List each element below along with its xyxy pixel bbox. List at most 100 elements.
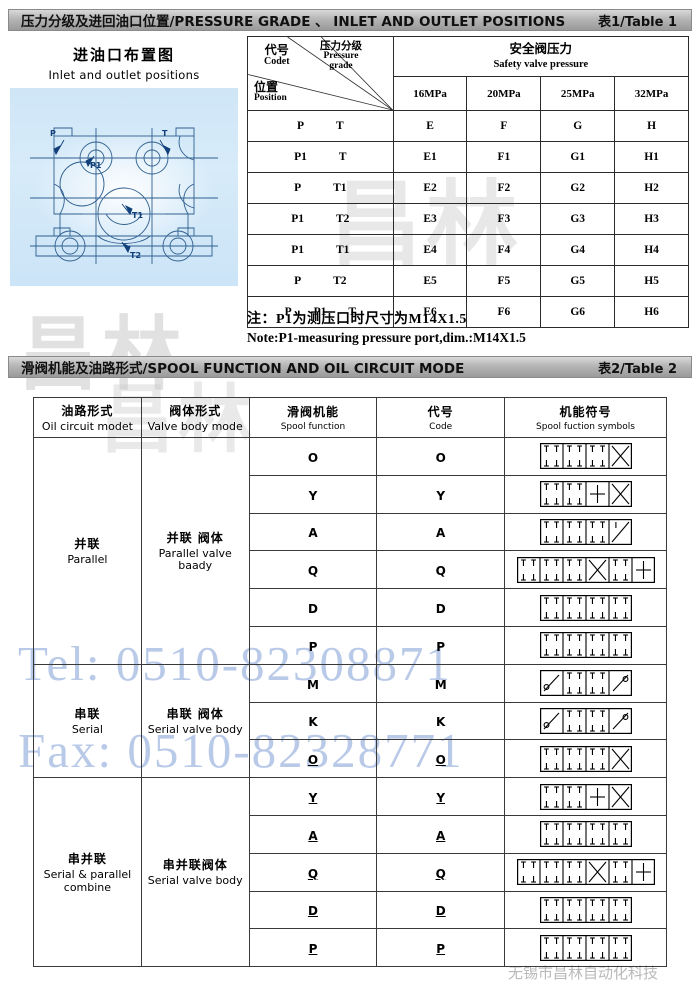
spool-symbol-wrapper (505, 896, 666, 923)
col-header-en: Spool fuction symbols (536, 422, 635, 432)
spool-function-letter: A (308, 828, 318, 843)
spool-code-cell: Q (376, 550, 506, 590)
table1-corner-header: 代号 Codet 压力分级 Pressure grade 位置 Position (247, 36, 394, 111)
table1-col-25mpa: 25MPa (540, 76, 616, 111)
spool-function-cell: P (248, 625, 378, 665)
spool-function-letter: K (308, 715, 318, 730)
spool-symbol-cell (504, 701, 667, 741)
table2-col-header-3: 滑阀机能 Spool function (248, 397, 378, 438)
spool-function-letter: Y (308, 791, 318, 806)
corner-label-code: 代号 Codet (264, 43, 290, 67)
spool-code-cell: K (376, 701, 506, 741)
spool-function-letter: Y (308, 488, 318, 503)
table1-position-cell: P T1 (247, 172, 394, 204)
col-header-en: Valve body mode (147, 419, 243, 433)
table-row: P1 T E1 F1 G1 H1 (247, 141, 689, 173)
spool-code-cell: P (376, 928, 506, 968)
spool-symbol-wrapper (505, 934, 666, 961)
spool-code-cell: D (376, 890, 506, 930)
col-header-cn: 阀体形式 (169, 403, 222, 418)
spool-symbol-wrapper (505, 745, 666, 772)
table1-code-cell: G1 (540, 141, 616, 173)
table1-col-20mpa: 20MPa (466, 76, 542, 111)
table1-code-cell: H1 (614, 141, 689, 173)
spool-symbol-cell (504, 852, 667, 892)
spool-code-letter: K (436, 715, 446, 730)
table1-note-cn: 注：P1为测压口时尺寸为M14X1.5 (247, 312, 467, 327)
spool-symbol-a2 (539, 821, 632, 848)
col-header-cn: 机能符号 (559, 405, 612, 419)
valve-body-mode-cell-3: 串并联阀体 Serial valve body (140, 777, 250, 968)
corner-diagonal-lines (248, 37, 393, 110)
diagram-canvas: P T P1 T1 T2 (10, 88, 238, 286)
table1-code-cell: F3 (466, 203, 542, 235)
spool-function-cell: K (248, 701, 378, 741)
diagram-label-p: P (50, 129, 56, 138)
table1-position-cell: P1 T (247, 141, 394, 173)
spool-symbol-cell (504, 814, 667, 854)
spool-function-letter: P (308, 639, 318, 654)
table1-code-cell: H (614, 110, 689, 142)
spool-symbol-wrapper (505, 481, 666, 508)
table1-code-cell: H2 (614, 172, 689, 204)
spool-symbol-cell (504, 437, 667, 476)
inlet-outlet-diagram: 进油口布置图 Inlet and outlet positions (10, 44, 238, 294)
table-row: 并联 Parallel 并联 阀体 Parallel valve baady O O (33, 437, 667, 665)
spool-code-letter: Y (436, 791, 446, 806)
table2-col-header-2: 阀体形式 Valve body mode (140, 397, 250, 438)
spool-code-cell: O (376, 739, 506, 779)
spool-symbol-wrapper (505, 556, 666, 583)
spool-symbol-wrapper (505, 783, 666, 810)
spool-symbol-wrapper (505, 670, 666, 697)
spool-symbol-wrapper (505, 594, 666, 621)
table-row: P T1 E2 F2 G2 H2 (247, 172, 689, 204)
spool-symbol-cell (504, 625, 667, 665)
spool-symbol-wrapper (505, 518, 666, 545)
table-row: P P1 T E6 F6 G6 H6 (247, 296, 689, 328)
spool-symbol-o2 (539, 745, 632, 772)
spool-symbol-wrapper (505, 859, 666, 886)
corner-label-pressure-grade: 压力分级 Pressure grade (320, 41, 362, 71)
diagram-title-cn: 进油口布置图 (72, 46, 175, 64)
spool-code-cell: P (376, 625, 506, 665)
spool-code-letter: O (435, 753, 446, 768)
table1-code-cell: G4 (540, 234, 616, 266)
valve-body-en: Serial valve body (147, 874, 243, 888)
oil-circuit-en: Serial & parallel combine (43, 868, 132, 894)
table1-code-cell: G6 (540, 296, 616, 328)
col-header-en: Code (429, 422, 453, 432)
spool-symbol-d (539, 594, 632, 621)
spool-function-letter: P (308, 942, 318, 957)
oil-circuit-en: Parallel (67, 553, 108, 567)
oil-circuit-mode-cell-1: 并联 Parallel (33, 437, 142, 665)
valve-body-mode-cell-1: 并联 阀体 Parallel valve baady (140, 437, 250, 665)
col-header-cn: 代号 (427, 405, 454, 419)
section1-table-tag: 表1/Table 1 (598, 14, 677, 30)
diagram-label-p1: P1 (90, 161, 102, 170)
table2-col-header-1: 油路形式 Oil circuit modet (33, 397, 142, 438)
spool-symbol-cell (504, 474, 667, 514)
spool-symbol-cell (504, 739, 667, 779)
valve-body-cn: 串联 阀体 (166, 707, 224, 722)
spool-symbol-o (539, 443, 632, 470)
spool-symbol-cell (504, 777, 667, 816)
spool-code-letter: D (435, 904, 446, 919)
spool-function-cell: O (248, 739, 378, 779)
spool-symbol-q2 (516, 859, 655, 886)
spool-function-letter: Q (307, 564, 319, 579)
spool-function-letter: O (307, 753, 319, 768)
table1-code-cell: H5 (614, 265, 689, 297)
spool-function-cell: A (248, 512, 378, 552)
table1-code-cell: F2 (466, 172, 542, 204)
section1-title-bar: 压力分级及进回油口位置/PRESSURE GRADE 、 INLET AND O… (8, 9, 692, 31)
valve-body-en: Serial valve body (147, 723, 243, 737)
table1-code-cell: E5 (392, 265, 468, 297)
spool-symbol-y2 (539, 783, 632, 810)
col-header-en: Oil circuit modet (41, 419, 133, 433)
spool-symbol-m (539, 670, 632, 697)
